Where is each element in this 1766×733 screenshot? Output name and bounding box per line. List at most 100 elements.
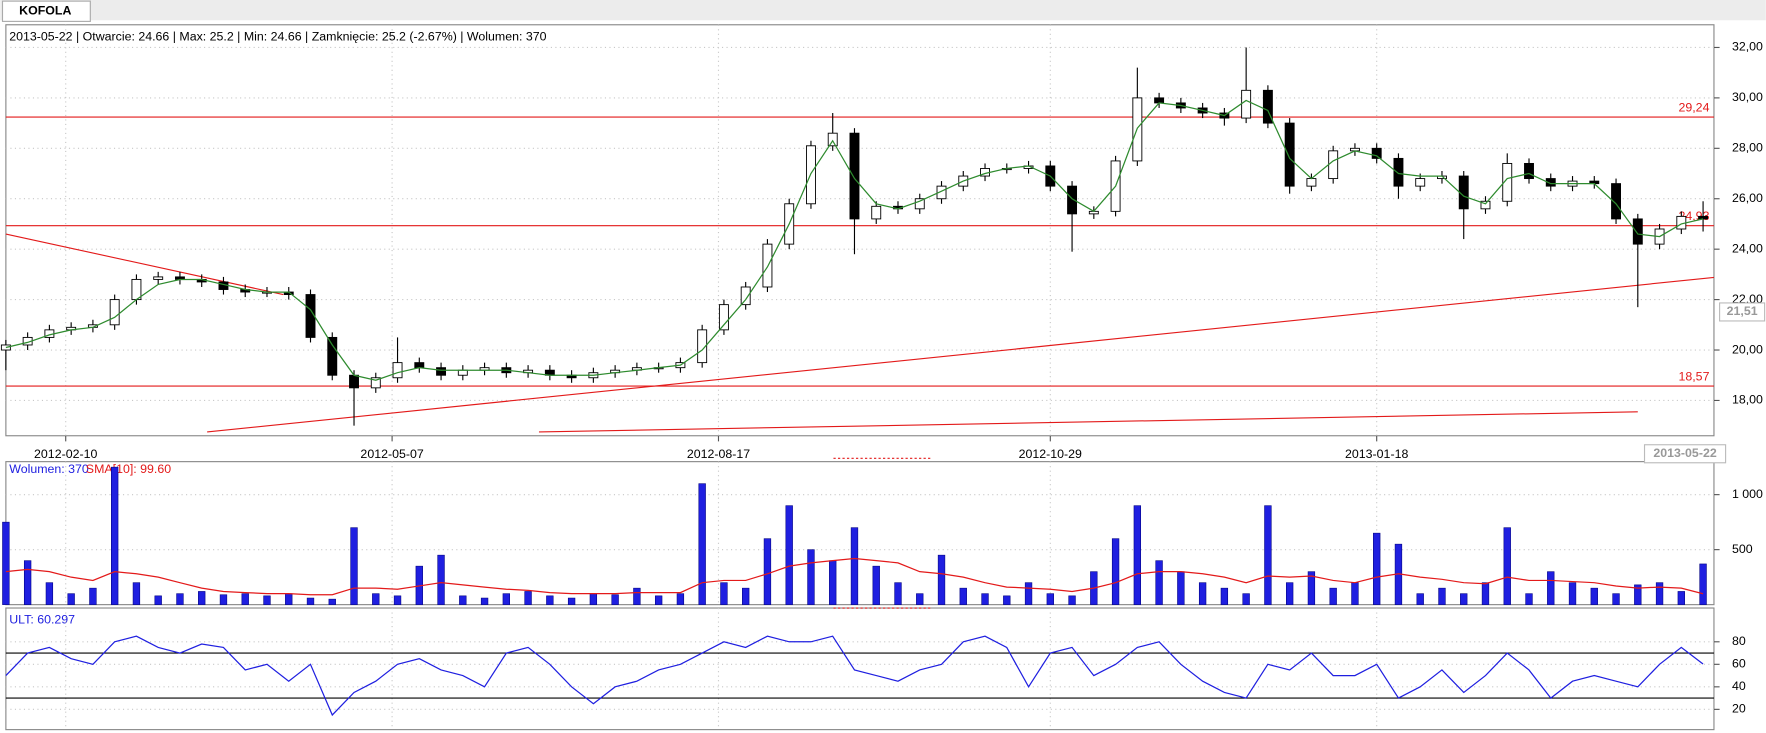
- volume-bar: [23, 560, 32, 605]
- candle-body: [1262, 89, 1273, 124]
- candle-body: [1393, 157, 1404, 187]
- candle-body: [827, 132, 838, 147]
- volume-bar: [1307, 571, 1316, 605]
- candle-body: [740, 286, 751, 306]
- candle-body: [1632, 218, 1643, 245]
- x-tick-label: 2012-08-17: [687, 447, 750, 461]
- volume-bar: [459, 595, 467, 605]
- x-tick-label: 2012-10-29: [1019, 447, 1082, 461]
- volume-bar: [524, 591, 532, 605]
- volume-bar: [1220, 587, 1229, 605]
- volume-bar: [720, 582, 728, 605]
- candle-body: [0, 344, 11, 351]
- volume-bar: [1111, 538, 1120, 605]
- candle-body: [153, 276, 164, 280]
- volume-legend: Wolumen: 370: [9, 462, 89, 476]
- volume-bar: [1329, 587, 1337, 605]
- level-label: 29,24: [1678, 100, 1709, 114]
- tab[interactable]: [1, 0, 91, 22]
- y-tick-label: 32,00: [1732, 40, 1763, 54]
- volume-bar: [1003, 595, 1011, 605]
- volume-bar: [393, 595, 402, 605]
- volume-bar: [1351, 582, 1359, 605]
- cursor-date: 2013-05-22: [1653, 446, 1716, 460]
- candle-body: [914, 198, 925, 210]
- volume-bar: [1024, 582, 1033, 605]
- volume-bar: [285, 593, 293, 605]
- volume-bar: [1547, 571, 1555, 605]
- volume-bar: [698, 483, 706, 605]
- y-tick-label: 28,00: [1732, 141, 1763, 155]
- candle-body: [436, 367, 447, 376]
- volume-bar: [959, 587, 967, 605]
- y-tick-label: 22,00: [1732, 292, 1763, 306]
- candle-body: [327, 336, 338, 376]
- candle-body: [1306, 178, 1317, 187]
- volume-bar: [437, 554, 445, 605]
- volume-bar: [111, 466, 119, 605]
- volume-bar: [1481, 582, 1490, 605]
- y-tick-label: 1 000: [1732, 487, 1763, 501]
- volume-bar: [1460, 593, 1468, 605]
- cursor-date-box: [1643, 444, 1727, 464]
- volume-bar: [1699, 563, 1707, 605]
- tab-label[interactable]: KOFOLA: [19, 4, 71, 18]
- y-tick-label: 30,00: [1732, 90, 1763, 104]
- candle-body: [1284, 122, 1295, 187]
- candle-body: [936, 185, 947, 200]
- tab-bar: [0, 0, 1766, 21]
- trend-line: [538, 411, 1638, 433]
- volume-bar: [132, 582, 141, 605]
- volume-bar: [480, 597, 489, 605]
- volume-bar: [981, 593, 989, 605]
- ult-line: [5, 635, 1704, 717]
- y-tick-label: 24,00: [1732, 241, 1763, 255]
- candle-body: [1458, 175, 1469, 210]
- volume-bar: [328, 598, 336, 605]
- x-tick-label: 2012-05-07: [360, 447, 423, 461]
- candle-body: [697, 329, 708, 364]
- volume-bar: [546, 595, 554, 605]
- candle-body: [1067, 185, 1078, 215]
- candle-body: [1524, 162, 1534, 180]
- y-tick-label: 18,00: [1732, 393, 1763, 407]
- candle-body: [1154, 97, 1165, 104]
- volume-bar: [263, 595, 271, 605]
- volume-bar: [589, 593, 598, 605]
- candle-body: [1371, 147, 1382, 159]
- volume-sma-line: [5, 557, 1704, 596]
- y-tick-label: 60: [1732, 657, 1746, 671]
- cursor-value: 21,51: [1727, 304, 1758, 318]
- volume-bar: [219, 594, 228, 605]
- price-header: 2013-05-22 | Otwarcie: 24.66 | Max: 25.2…: [9, 29, 546, 43]
- volume-bar: [502, 593, 510, 605]
- volume-bar: [894, 582, 902, 605]
- volume-bar: [1590, 587, 1598, 605]
- volume-bar: [1634, 584, 1642, 605]
- volume-bar: [611, 594, 619, 605]
- volume-bar: [198, 591, 206, 605]
- volume-bar: [676, 593, 685, 605]
- candle-body: [1480, 200, 1491, 210]
- candle-body: [718, 304, 729, 331]
- trend-line: [5, 233, 284, 296]
- cursor-value-box: [1719, 302, 1766, 322]
- volume-sma-legend: SMA[10]: 99.60: [86, 462, 171, 476]
- volume-bar: [89, 587, 97, 605]
- candle-body: [370, 377, 381, 389]
- volume-bar: [937, 554, 946, 605]
- y-tick-label: 500: [1732, 542, 1753, 556]
- volume-bar: [633, 587, 641, 605]
- y-tick-label: 20,00: [1732, 342, 1763, 356]
- volume-bar: [1264, 505, 1272, 605]
- volume-bar: [1568, 582, 1577, 605]
- volume-bar: [1677, 591, 1685, 605]
- volume-bar: [1068, 595, 1076, 605]
- candle-body: [1241, 89, 1252, 119]
- volume-bar: [1155, 560, 1163, 605]
- volume-bar: [785, 505, 793, 605]
- x-tick-label: 2012-02-10: [34, 447, 97, 461]
- volume-bar: [1416, 593, 1424, 605]
